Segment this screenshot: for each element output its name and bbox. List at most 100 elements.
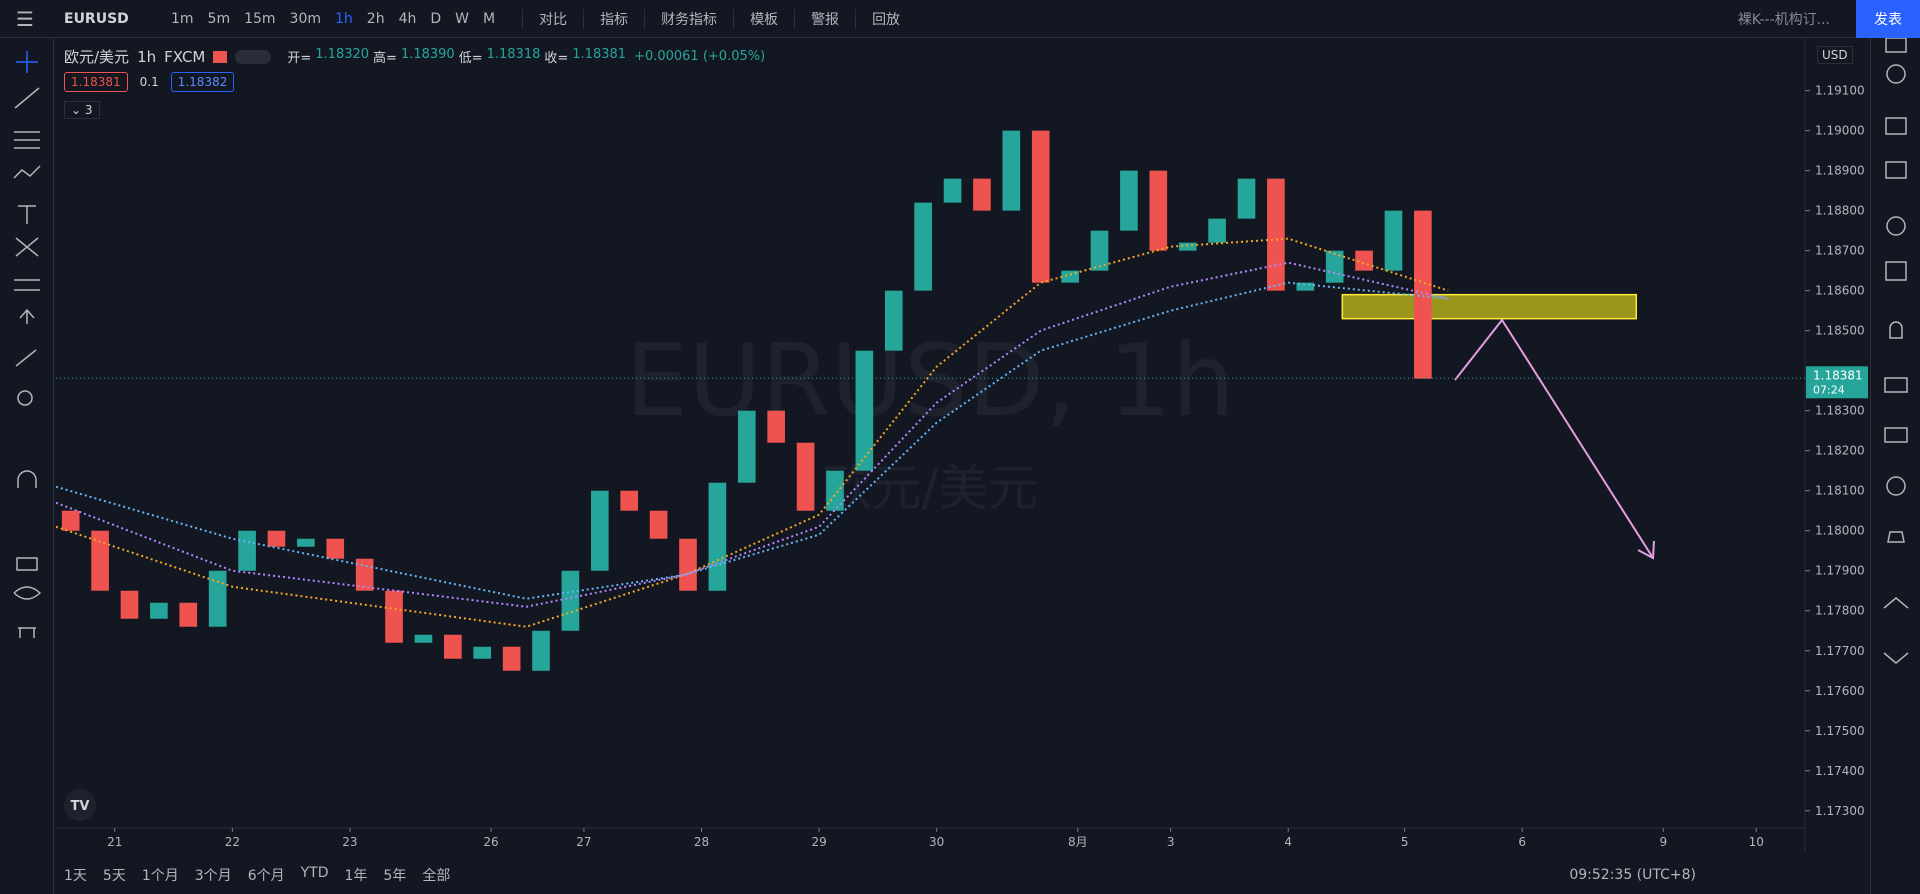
candle bbox=[914, 202, 932, 291]
candle bbox=[326, 538, 345, 559]
tool-icons bbox=[13, 51, 42, 643]
bottom-toolbar: 1天 5天 1个月 3个月 6个月 YTD 1年 5年 全部 09:52:35 (UTC+8) bbox=[56, 856, 1816, 894]
candle bbox=[444, 634, 462, 659]
y-tick-label: 1.17300 bbox=[1815, 804, 1865, 818]
candle bbox=[1208, 218, 1226, 243]
candle bbox=[502, 646, 521, 671]
interval[interactable]: 1h bbox=[335, 10, 353, 27]
template[interactable]: 裸K---机构订... bbox=[1737, 11, 1830, 28]
candle bbox=[855, 350, 874, 471]
x-tick-label: 3 bbox=[1167, 835, 1175, 849]
candle bbox=[1178, 242, 1197, 251]
x-tick-label: 29 bbox=[811, 835, 826, 849]
interval[interactable]: M bbox=[482, 10, 496, 27]
y-tick-label: 1.18200 bbox=[1815, 444, 1865, 458]
y-tick-label: 1.19100 bbox=[1815, 84, 1865, 98]
interval[interactable]: 15m bbox=[244, 10, 276, 27]
candle bbox=[355, 558, 374, 591]
range-button[interactable]: 6个月 bbox=[247, 868, 285, 884]
ohlc: 开= 1.18320 高= 1.18390 低= 1.18318 收= 1.18381 bbox=[287, 47, 626, 66]
range-button[interactable]: 5天 bbox=[102, 868, 126, 884]
indicators-toggle[interactable]: ⌄ 3 bbox=[64, 101, 100, 119]
intervals: 1m 5m 15m 30m 1h 2h 4h D W M bbox=[164, 11, 522, 27]
bid[interactable]: 1.18381 bbox=[64, 72, 128, 92]
candle bbox=[61, 510, 80, 531]
x-tick-label: 8月 bbox=[1068, 835, 1088, 849]
tool-button[interactable]: 指标 bbox=[583, 8, 644, 29]
candle bbox=[679, 538, 697, 591]
x-tick-label: 10 bbox=[1749, 835, 1764, 849]
top-toolbar: ☰ EURUSD 1m 5m 15m 30m 1h 2h 4h D W M 对比 指标 财务指标 模板警… bbox=[0, 0, 1920, 38]
svg-text:TV: TV bbox=[71, 799, 90, 814]
candle bbox=[208, 570, 227, 627]
range-button[interactable]: 1年 bbox=[344, 868, 368, 884]
candle bbox=[1414, 210, 1432, 379]
last-price-tag bbox=[1806, 366, 1868, 399]
ohlc-label: 高= bbox=[373, 51, 397, 66]
ask[interactable]: 1.18382 bbox=[170, 72, 235, 92]
candle bbox=[1061, 270, 1079, 283]
ohlc-value: 1.18381 bbox=[572, 47, 627, 62]
range-button[interactable]: 全部 bbox=[422, 868, 451, 884]
candle bbox=[1296, 282, 1315, 291]
interval[interactable]: 4h bbox=[398, 10, 417, 27]
moving-average bbox=[55, 237, 1449, 628]
ohlc-label: 低= bbox=[458, 51, 483, 66]
x-tick-label: 23 bbox=[342, 835, 357, 849]
x-tick-label: 28 bbox=[694, 835, 709, 849]
y-tick-label: 1.17800 bbox=[1815, 604, 1865, 618]
x-tick-label: 9 bbox=[1659, 835, 1667, 849]
interval[interactable]: 1m bbox=[171, 10, 194, 27]
candle bbox=[973, 178, 991, 211]
candle bbox=[120, 590, 139, 619]
interval[interactable]: 5m bbox=[207, 10, 231, 27]
tool-button[interactable]: 警报 bbox=[794, 8, 855, 29]
y-tick-label: 1.18700 bbox=[1815, 244, 1865, 258]
y-tick-label: 1.18600 bbox=[1815, 284, 1865, 298]
tool-button[interactable]: 对比 bbox=[522, 8, 583, 29]
currency[interactable]: USD bbox=[1817, 46, 1853, 64]
right-sidebar bbox=[1870, 37, 1920, 894]
tool-button[interactable]: 回放 bbox=[855, 8, 916, 29]
watermark-sub: 欧元/美元 bbox=[822, 459, 1039, 517]
interval[interactable]: 2h bbox=[366, 10, 385, 27]
candle bbox=[1267, 178, 1285, 291]
y-tick-label: 1.18500 bbox=[1815, 324, 1865, 338]
candle bbox=[826, 470, 844, 511]
moving-average bbox=[55, 281, 1449, 600]
legend: 欧元/美元 1h FXCM 开= 1.18320 高= 1.18390 低= 1.1831… bbox=[64, 46, 765, 67]
candle bbox=[297, 538, 315, 547]
publish-button[interactable]: 发表 bbox=[1856, 0, 1920, 38]
interval[interactable]: 30m bbox=[289, 10, 321, 27]
range-button[interactable]: 5年 bbox=[383, 868, 407, 884]
range-button[interactable]: YTD bbox=[300, 865, 329, 881]
candle bbox=[1384, 210, 1403, 271]
range-button[interactable]: 3个月 bbox=[194, 868, 232, 884]
interval[interactable]: D bbox=[430, 10, 442, 27]
watermark: EURUSD, 1h bbox=[625, 322, 1235, 439]
y-tick-label: 1.18300 bbox=[1815, 404, 1865, 418]
candle bbox=[150, 602, 168, 619]
instrument-name: 欧元/美元 bbox=[64, 48, 130, 66]
bid-ask: 1.18381 0.1 1.18382 bbox=[64, 72, 235, 92]
candle bbox=[708, 482, 727, 591]
legend-interval: 1h bbox=[137, 47, 157, 66]
y-tick-label: 1.17700 bbox=[1815, 644, 1865, 658]
range-button[interactable]: 1个月 bbox=[141, 868, 179, 884]
symbol[interactable]: EURUSD bbox=[64, 10, 129, 27]
range-button[interactable]: 1天 bbox=[64, 868, 87, 884]
x-tick-label: 21 bbox=[107, 835, 122, 849]
sidebar-icons bbox=[1883, 37, 1909, 664]
countdown: 07:24 bbox=[1813, 383, 1845, 396]
y-tick-label: 1.18800 bbox=[1815, 204, 1865, 218]
left-toolbar bbox=[0, 38, 54, 894]
tool-button[interactable]: 财务指标 bbox=[644, 8, 733, 29]
candle bbox=[385, 590, 403, 643]
x-tick-label: 22 bbox=[225, 835, 240, 849]
interval[interactable]: W bbox=[455, 10, 469, 27]
status-pill bbox=[235, 49, 272, 64]
candle bbox=[1237, 178, 1256, 219]
tool-button[interactable]: 模板 bbox=[733, 8, 794, 29]
menu-icon[interactable]: ☰ bbox=[16, 6, 34, 31]
